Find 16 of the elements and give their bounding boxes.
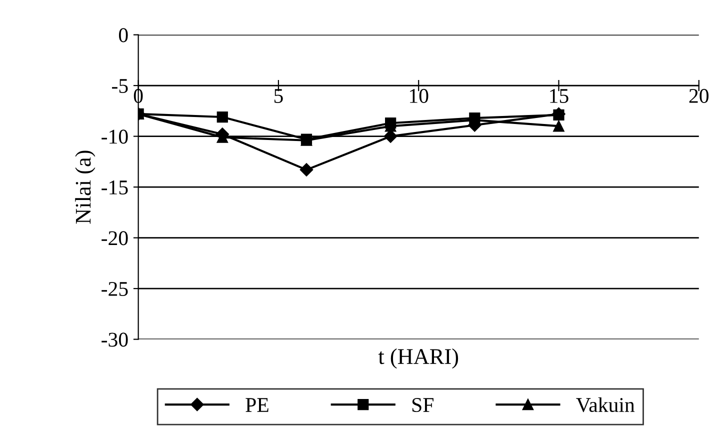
y-axis-title: Nilai (a) xyxy=(75,150,96,224)
y-tick-label: -10 xyxy=(102,130,128,144)
legend-label: PE xyxy=(246,398,268,412)
x-tick-label: 20 xyxy=(689,88,708,103)
legend-label: Vakuin xyxy=(576,397,635,412)
x-tick-label: 5 xyxy=(274,89,283,103)
x-tick-label: 10 xyxy=(410,88,428,103)
y-tick-label: -20 xyxy=(102,231,128,246)
y-tick-label: -30 xyxy=(102,332,128,347)
y-tick-label: -15 xyxy=(102,180,128,194)
y-tick-label: -5 xyxy=(112,79,128,93)
legend-label: SF xyxy=(412,398,434,412)
y-tick-label: -25 xyxy=(102,282,128,296)
y-tick-label: 0 xyxy=(118,28,128,42)
x-tick-label: 15 xyxy=(550,89,568,103)
x-axis-title: t (HARI) xyxy=(378,348,458,369)
